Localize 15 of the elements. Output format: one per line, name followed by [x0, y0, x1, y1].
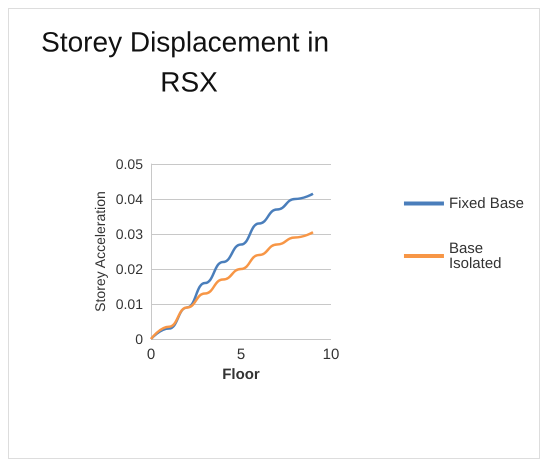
x-axis-title: Floor: [222, 366, 260, 383]
y-tick-label: 0.02: [116, 261, 144, 277]
x-tick-label: 0: [146, 346, 156, 363]
line-series: [150, 231, 314, 340]
legend-label: Base Isolated: [448, 240, 502, 272]
x-tick-label: 5: [236, 346, 246, 363]
y-tick-label: 0.03: [116, 226, 144, 242]
legend-label: Fixed Base: [448, 195, 524, 212]
y-tick-label: 0.05: [116, 156, 144, 172]
y-axis-title: Storey Acceleration: [92, 191, 108, 312]
y-tick-label: 0.04: [116, 191, 144, 207]
y-tick-label: 0.01: [116, 296, 144, 312]
chart-title: Storey Displacement in RSX: [41, 26, 337, 98]
y-tick-label: 0: [135, 331, 144, 347]
x-tick-label: 10: [322, 346, 340, 363]
